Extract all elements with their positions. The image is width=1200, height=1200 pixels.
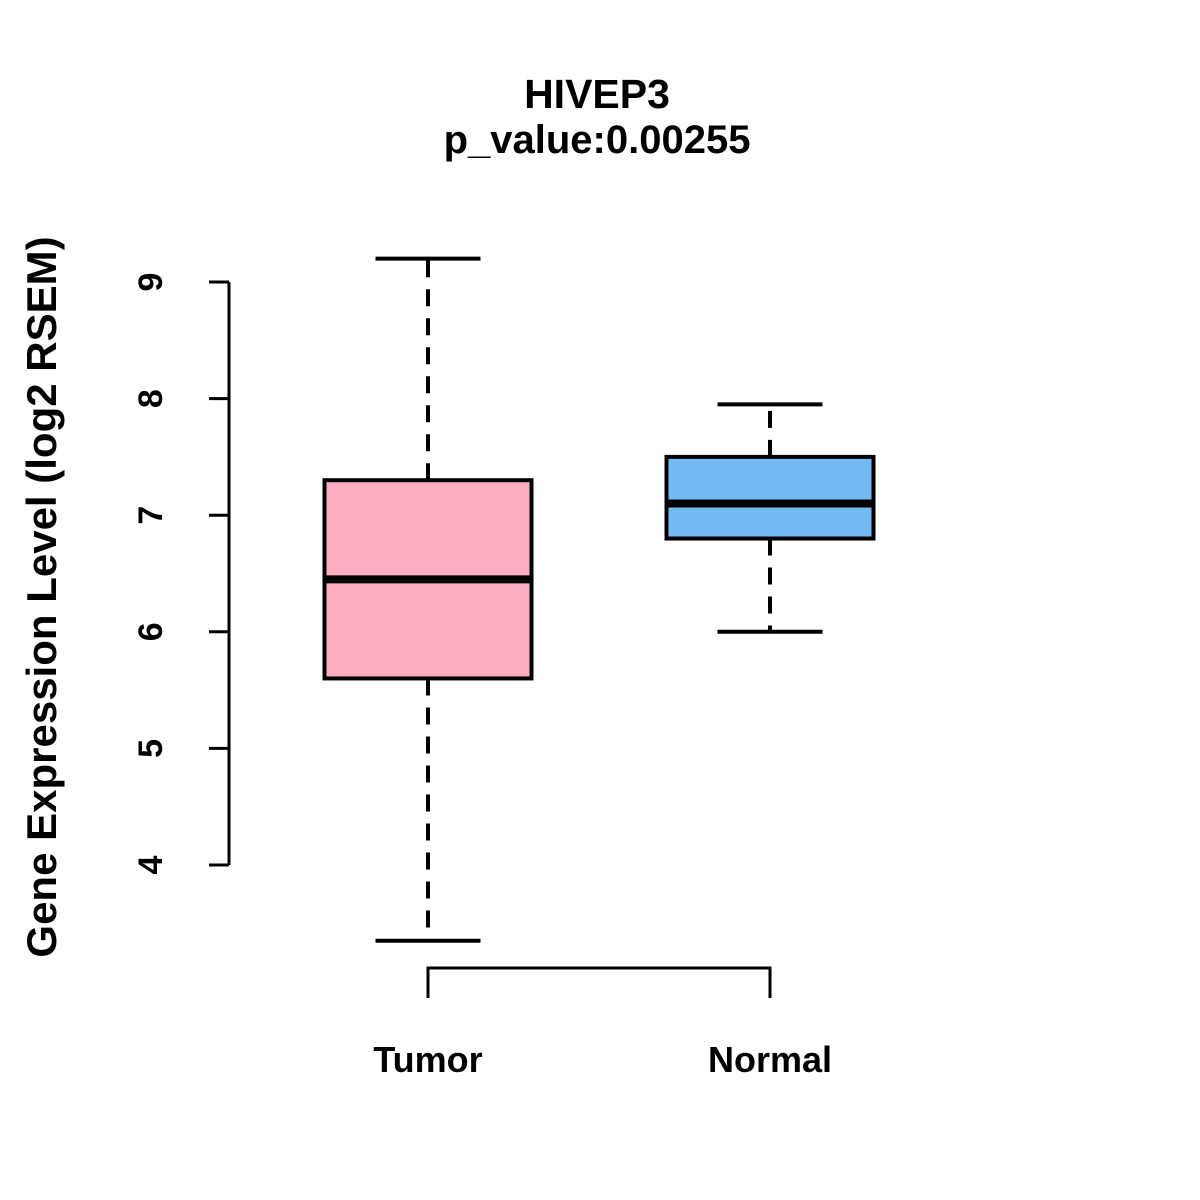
y-tick-label-6: 6 [132, 622, 170, 641]
y-tick-label-4: 4 [132, 855, 170, 874]
y-tick-label-7: 7 [132, 506, 170, 525]
chart-title: HIVEP3 [524, 71, 670, 117]
chart-subtitle: p_value:0.00255 [443, 118, 751, 162]
x-axis-bracket [426, 966, 772, 998]
y-tick-label-5: 5 [132, 739, 170, 758]
category-label-tumor: Tumor [373, 1039, 482, 1080]
y-tick-label-9: 9 [132, 273, 170, 292]
y-axis-label: Gene Expression Level (log2 RSEM) [18, 236, 65, 958]
normal-box [664, 454, 876, 541]
y-tick-label-8: 8 [132, 389, 170, 408]
category-label-normal: Normal [708, 1039, 832, 1080]
